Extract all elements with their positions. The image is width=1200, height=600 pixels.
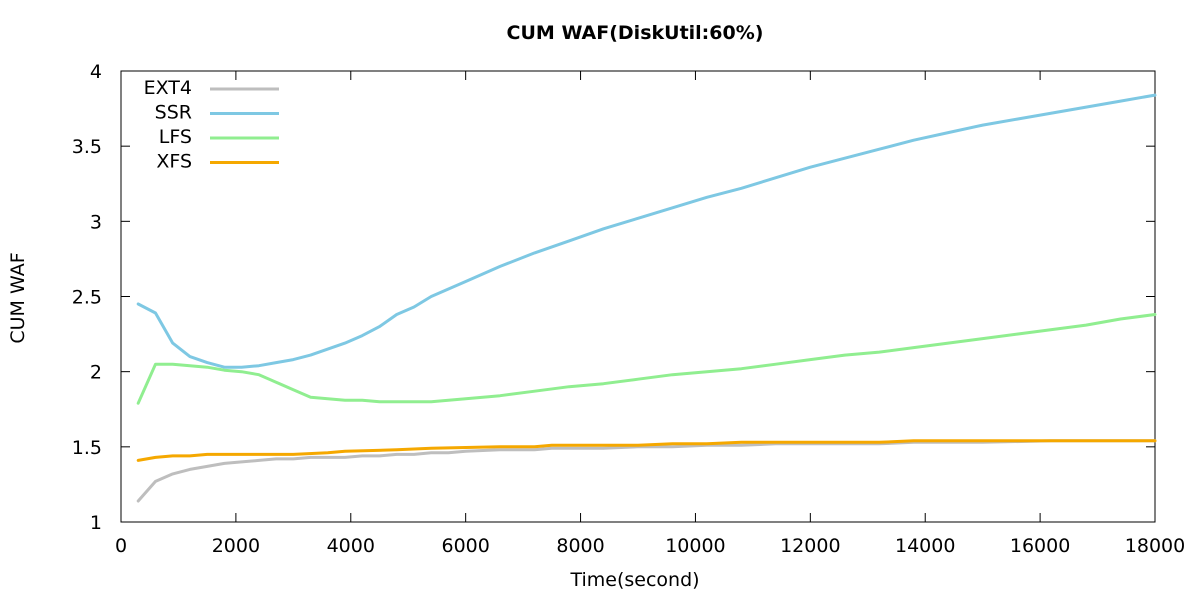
x-axis-label: Time(second)	[569, 569, 699, 591]
series-line-lfs	[136, 313, 1157, 405]
series-line-xfs	[136, 439, 1157, 462]
x-tick-label: 10000	[665, 535, 725, 557]
legend-item-ssr: SSR	[155, 102, 279, 124]
legend-item-lfs: LFS	[159, 126, 279, 148]
y-tick-label: 4	[90, 61, 102, 83]
legend-label: XFS	[156, 151, 192, 173]
x-tick-label: 2000	[212, 535, 260, 557]
series-line-ext4	[136, 439, 1157, 503]
y-tick-label: 3.5	[72, 136, 102, 158]
chart-title: CUM WAF(DiskUtil:60%)	[507, 22, 764, 44]
series-line-ssr	[136, 93, 1157, 369]
x-tick-label: 4000	[327, 535, 375, 557]
legend-item-ext4: EXT4	[144, 77, 279, 99]
y-tick-label: 1	[90, 512, 102, 534]
x-tick-label: 8000	[556, 535, 604, 557]
x-tick-label: 14000	[895, 535, 955, 557]
series-layer	[136, 93, 1157, 503]
legend-label: LFS	[159, 126, 192, 148]
y-tick-label: 2.5	[72, 287, 102, 309]
y-tick-label: 2	[90, 362, 102, 384]
y-axis-label: CUM WAF	[7, 252, 29, 343]
legend-label: SSR	[155, 102, 192, 124]
x-tick-label: 0	[115, 535, 127, 557]
x-tick-label: 16000	[1010, 535, 1070, 557]
legend-item-xfs: XFS	[156, 151, 279, 173]
y-tick-label: 3	[90, 211, 102, 233]
x-tick-label: 12000	[780, 535, 840, 557]
legend-label: EXT4	[144, 77, 192, 99]
y-tick-label: 1.5	[72, 437, 102, 459]
axes: 0 2000 4000 6000 8000 10000 12000 14000 16000 180…	[72, 61, 1185, 557]
x-tick-label: 18000	[1125, 535, 1185, 557]
x-tick-label: 6000	[441, 535, 489, 557]
